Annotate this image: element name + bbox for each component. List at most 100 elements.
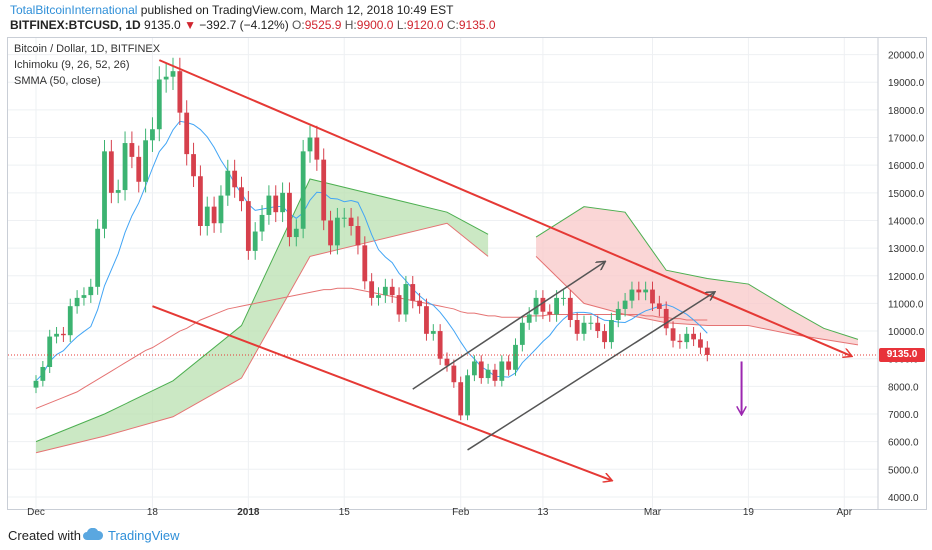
candle-body <box>622 300 628 309</box>
candle-body <box>485 369 491 379</box>
candle-body <box>382 286 388 296</box>
candle-body <box>581 322 587 334</box>
candle-body <box>150 129 155 141</box>
candle-body <box>629 289 635 301</box>
candle-body <box>698 339 703 348</box>
candle-body <box>198 176 203 226</box>
candle-body <box>245 201 251 251</box>
candle-body <box>574 320 580 334</box>
y-tick-label: 19000.0 <box>888 78 925 89</box>
candle-body <box>211 206 217 224</box>
candle-body <box>122 143 128 191</box>
lower-support-trendline <box>152 305 611 480</box>
candle-body <box>670 328 676 341</box>
candle-body <box>369 281 375 298</box>
open-label: O: <box>292 18 305 32</box>
candle-body <box>533 297 539 315</box>
candle-body <box>636 289 642 293</box>
candle-body <box>163 76 169 80</box>
candle-body <box>47 336 53 367</box>
candle-body <box>293 228 299 238</box>
candle-body <box>341 217 347 219</box>
candle-body <box>273 195 279 213</box>
candle-body <box>588 322 594 324</box>
candle-body <box>74 297 80 307</box>
candle-body <box>184 112 190 155</box>
created-with-label: Created with <box>8 528 81 543</box>
candle-body <box>417 300 422 307</box>
y-tick-label: 6000.0 <box>888 438 919 449</box>
candle-body <box>451 365 457 383</box>
chart-header: TotalBitcoinInternational published on T… <box>4 0 932 36</box>
tradingview-brand[interactable]: TradingView <box>108 528 180 543</box>
candle-body <box>554 297 559 315</box>
candle-body <box>595 322 601 332</box>
candle-body <box>499 361 505 381</box>
channel-bottom-trendline <box>467 292 715 451</box>
candle-body <box>403 284 409 315</box>
candle-body <box>266 195 272 215</box>
ohlc-line: BITFINEX:BTCUSD, 1D 9135.0 ▼ −392.7 (−4.… <box>10 18 496 32</box>
author-link[interactable]: TotalBitcoinInternational <box>10 3 138 17</box>
open-value: 9525.9 <box>304 18 342 32</box>
candle-body <box>136 156 142 182</box>
candle-body <box>108 151 114 193</box>
legend-ichimoku[interactable]: Ichimoku (9, 26, 52, 26) <box>14 59 130 71</box>
y-tick-label: 14000.0 <box>888 216 925 227</box>
candle-body <box>204 206 210 226</box>
candle-body <box>300 151 306 229</box>
low-value: 9120.0 <box>406 18 444 32</box>
candle-body <box>225 170 231 196</box>
channel-top-trendline <box>412 262 605 390</box>
change-down-arrow-icon: ▼ <box>184 18 196 32</box>
x-tick-label: 2018 <box>237 507 260 518</box>
published-text: published on TradingView.com, March 12, … <box>140 3 454 17</box>
candle-body <box>513 344 518 370</box>
candle-body <box>547 311 553 315</box>
candle-body <box>232 170 238 188</box>
candle-body <box>650 289 655 304</box>
candle-body <box>156 79 162 130</box>
candle-body <box>143 140 148 182</box>
candle-body <box>321 159 327 221</box>
high-label: H: <box>344 18 357 32</box>
candle-body <box>115 190 121 193</box>
candle-body <box>389 286 395 296</box>
x-tick-label: Dec <box>27 507 45 518</box>
y-tick-label: 7000.0 <box>888 410 919 421</box>
candle-body <box>615 308 621 320</box>
candle-body <box>67 306 73 336</box>
x-tick-label: 13 <box>537 507 549 518</box>
candle-body <box>170 71 176 77</box>
price-chart[interactable]: 4000.05000.06000.07000.08000.09000.01000… <box>0 0 932 520</box>
candle-body <box>218 195 224 224</box>
last-price: 9135.0 <box>144 18 181 32</box>
candle-body <box>663 308 669 329</box>
ichimoku-cloud-bearish-span-a <box>535 206 859 340</box>
tradingview-cloud-icon <box>83 528 104 540</box>
candle-body <box>677 340 683 343</box>
candle-body <box>444 358 450 366</box>
candle-body <box>40 367 46 381</box>
candle-body <box>704 347 710 355</box>
upper-resistance-trendline <box>158 59 851 356</box>
y-tick-label: 12000.0 <box>888 272 925 283</box>
legend-smma[interactable]: SMMA (50, close) <box>14 75 101 87</box>
candle-body <box>492 369 498 381</box>
y-tick-label: 8000.0 <box>888 382 919 393</box>
x-tick-label: 19 <box>743 507 755 518</box>
y-tick-label: 18000.0 <box>888 106 925 117</box>
candle-body <box>328 220 333 246</box>
y-tick-label: 17000.0 <box>888 134 925 145</box>
candle-body <box>335 217 340 246</box>
candle-body <box>458 382 464 416</box>
candle-body <box>424 306 429 334</box>
candle-body <box>540 297 546 312</box>
candle-body <box>472 361 477 376</box>
candle-body <box>355 226 361 246</box>
candle-body <box>239 187 244 202</box>
y-tick-label: 20000.0 <box>888 51 925 62</box>
candle-body <box>61 333 66 336</box>
candle-body <box>191 154 196 177</box>
candle-body <box>314 137 320 160</box>
